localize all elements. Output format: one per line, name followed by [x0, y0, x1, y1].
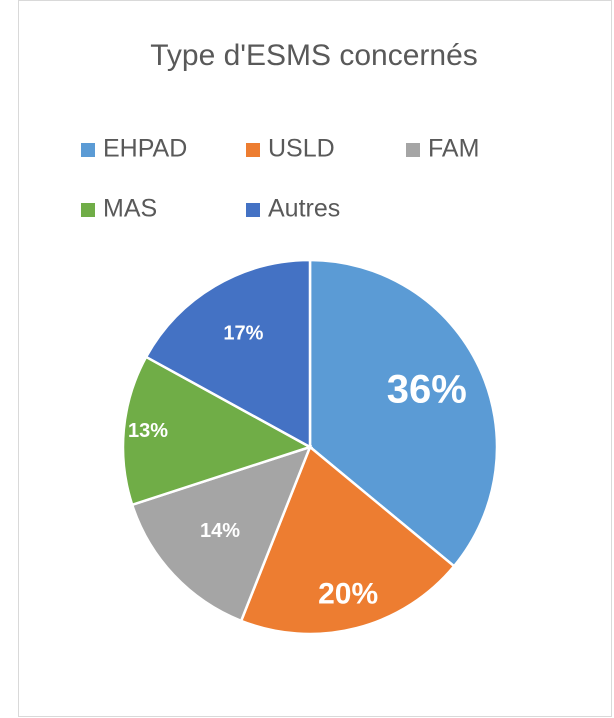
- legend-swatch: [246, 203, 260, 217]
- pie-slice: [121, 355, 314, 507]
- legend-swatch: [406, 143, 420, 157]
- legend-swatch: [246, 143, 260, 157]
- data-label: 36%: [387, 368, 467, 412]
- legend-label: FAM: [428, 135, 479, 163]
- legend-label: MAS: [103, 195, 157, 223]
- legend-label: USLD: [268, 135, 335, 163]
- data-label: 20%: [318, 577, 378, 610]
- data-label: 13%: [128, 420, 168, 442]
- pie-slice: [144, 258, 312, 450]
- pie-slice: [239, 444, 456, 636]
- legend-label: EHPAD: [103, 135, 187, 163]
- legend-swatch: [81, 203, 95, 217]
- legend-swatch: [81, 143, 95, 157]
- pie-slice: [308, 258, 499, 568]
- legend-label: Autres: [268, 195, 340, 223]
- data-label: 17%: [223, 323, 263, 345]
- data-label: 14%: [200, 520, 240, 542]
- chart-title: Type d'ESMS concernés: [150, 39, 478, 72]
